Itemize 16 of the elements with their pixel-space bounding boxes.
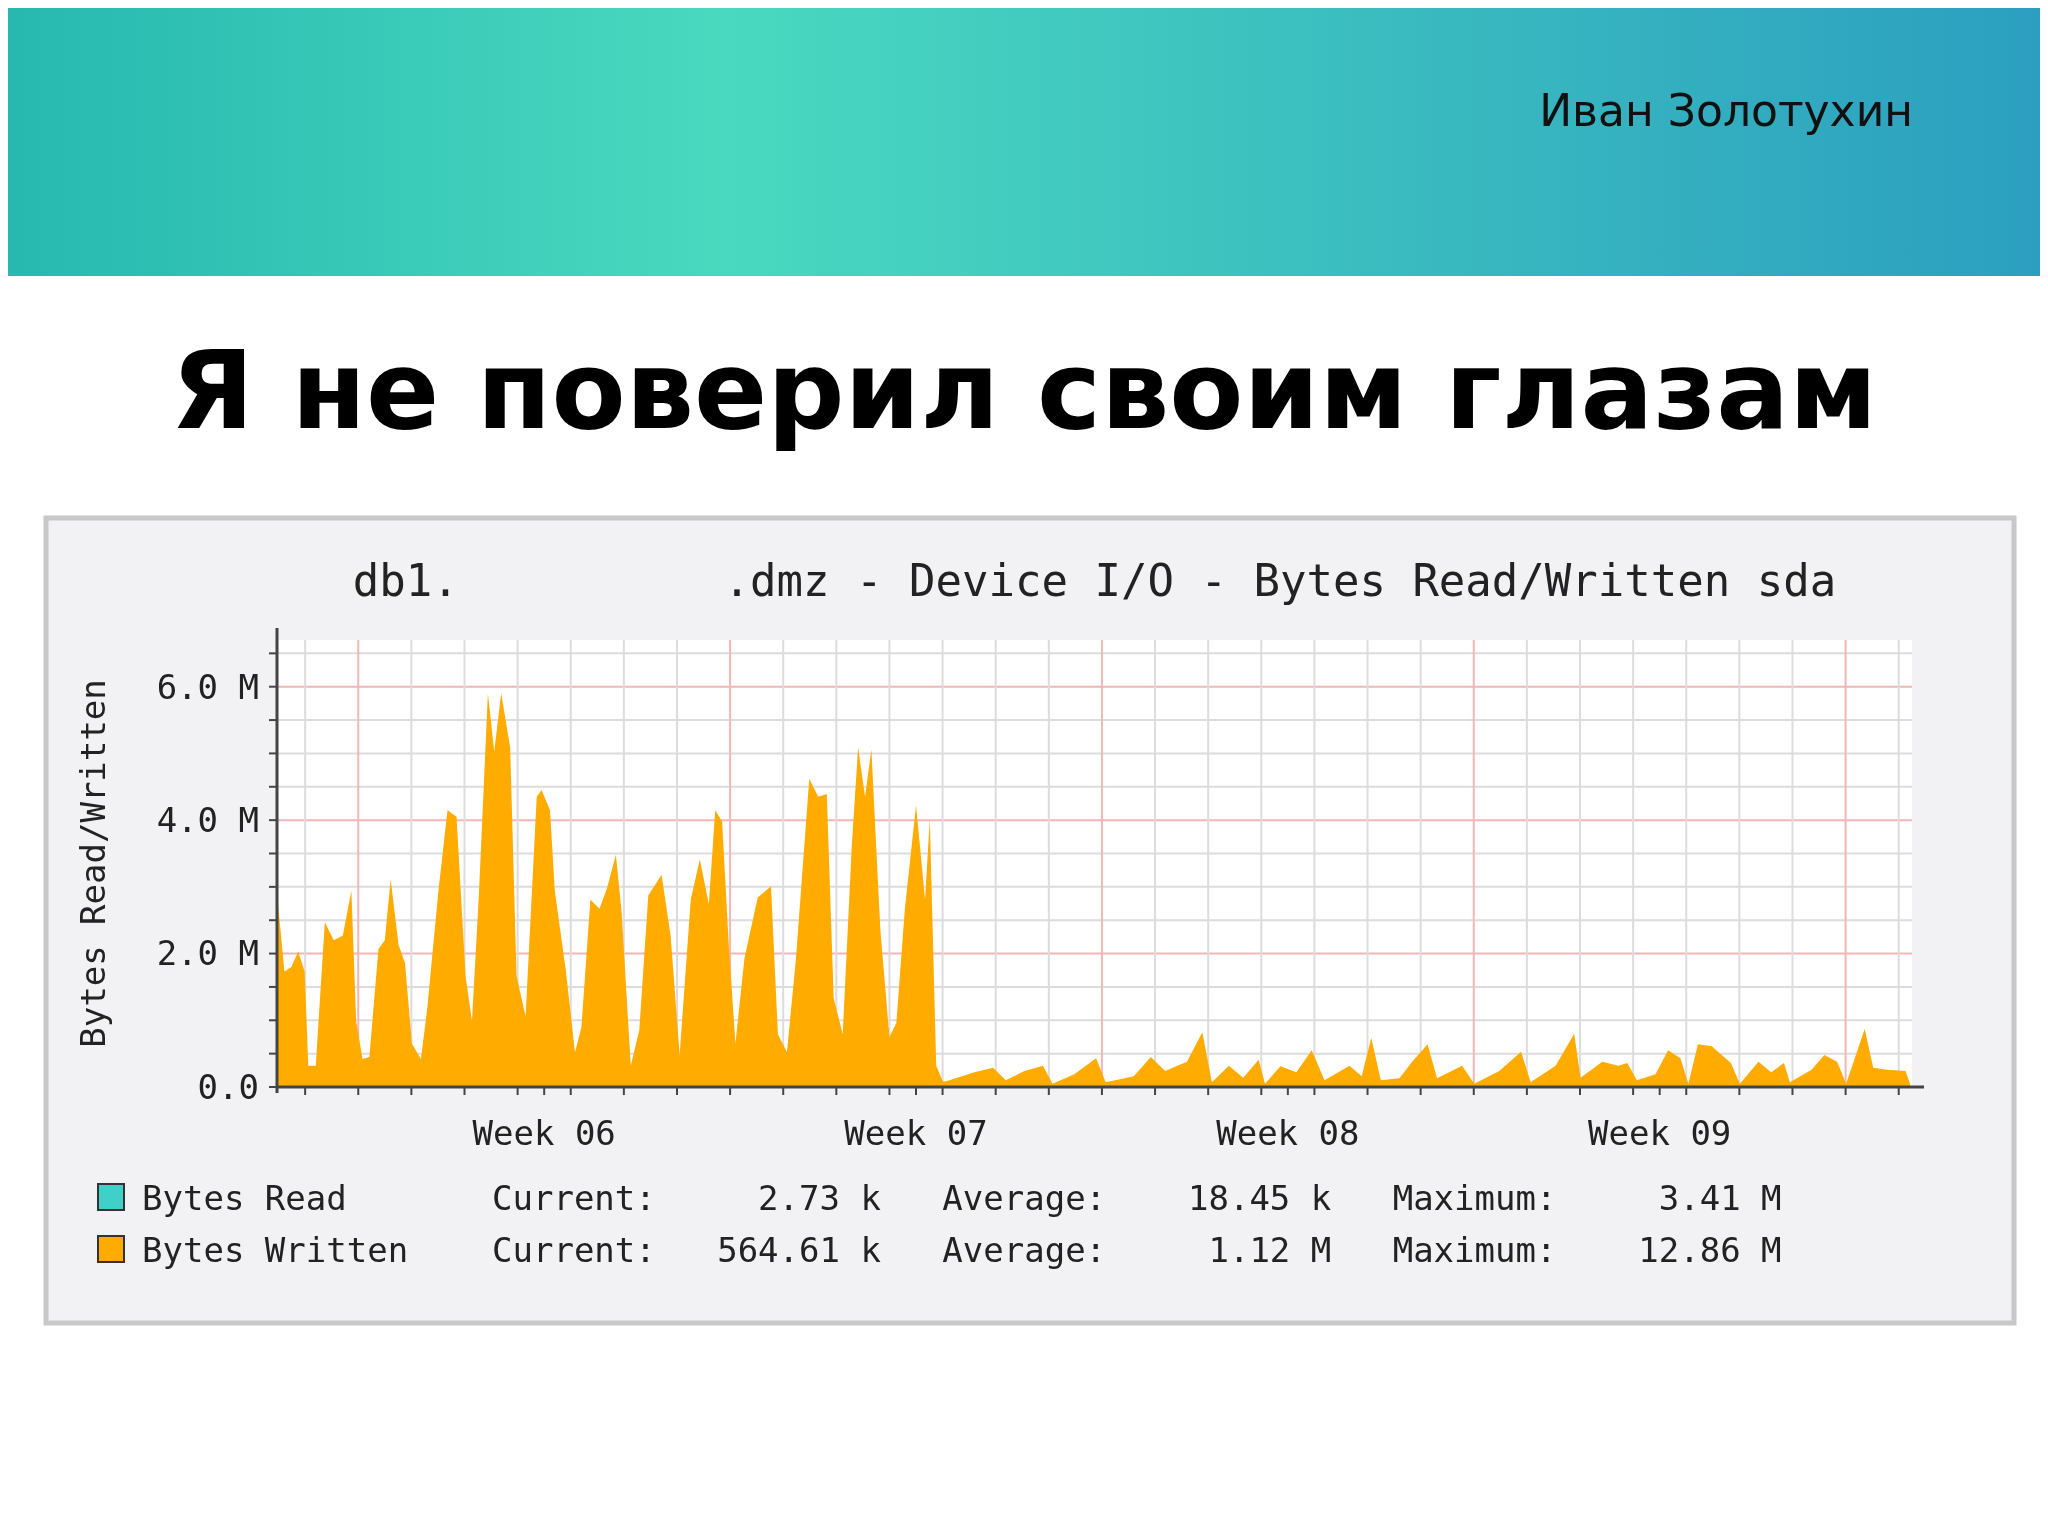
x-tick-label: Week 06 (472, 1113, 616, 1153)
legend-label: Bytes Read (142, 1177, 347, 1218)
x-tick-label: Week 07 (844, 1113, 988, 1153)
y-axis-title: Bytes Read/Written (73, 679, 113, 1048)
chart-subtitle: db1. .dmz - Device I/O - Bytes Read/Written sda (352, 555, 1837, 606)
y-tick-label: 6.0 M (156, 666, 259, 707)
text: Current: 564.61 k Average: 1.12 M Maximum: 12.86 M (492, 1229, 1782, 1270)
y-tick-label: 4.0 M (156, 800, 259, 841)
chart-title: Я не поверил своим глазам (170, 328, 1878, 453)
y-tick-label: 2.0 M (156, 933, 259, 974)
text: Иван Золотухин (1539, 85, 1913, 136)
y-tick-label: 0.0 (197, 1066, 259, 1107)
legend-label: Bytes Written (142, 1229, 409, 1270)
text: Current: 2.73 k Average: 18.45 k Maximum: 3.41 M (492, 1177, 1782, 1218)
x-tick-label: Week 09 (1588, 1113, 1732, 1153)
x-tick-label: Week 08 (1216, 1113, 1360, 1153)
